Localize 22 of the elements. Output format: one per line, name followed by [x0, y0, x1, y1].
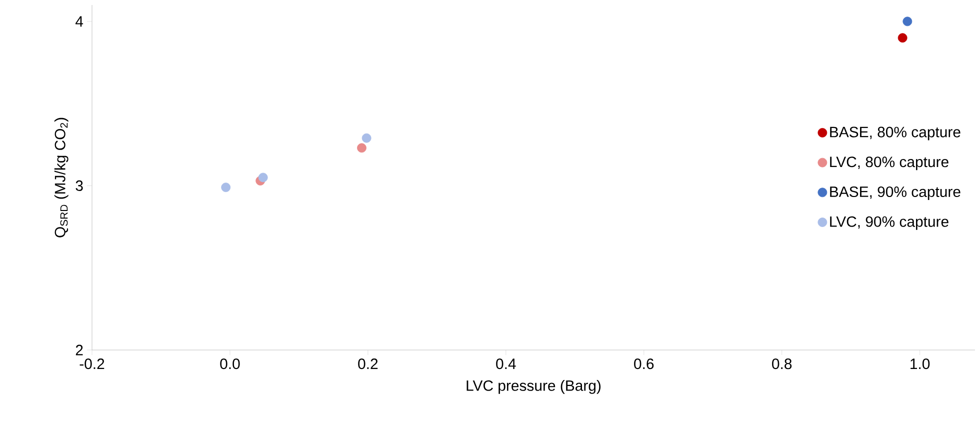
x-axis-title: LVC pressure (Barg)	[466, 380, 601, 394]
x-tick-label: 0.6	[634, 358, 654, 370]
legend-label: LVC, 80% capture	[830, 156, 948, 170]
point	[362, 133, 372, 143]
x-tick-label: 1.0	[910, 358, 930, 370]
x-tick-label: 0.4	[496, 358, 516, 370]
legend-label: LVC, 90% capture	[830, 216, 948, 230]
x-tick-label: 0.0	[220, 358, 240, 370]
point	[902, 16, 912, 26]
x-tick-label: -0.2	[80, 358, 104, 370]
y-axis-title: Q$_{SRD}$ (MJ/kg CO$_{2}$)	[54, 118, 68, 238]
x-tick-label: 0.8	[772, 358, 792, 370]
y-tick-label: 2	[76, 344, 83, 356]
legend-label: BASE, 80% capture	[830, 126, 960, 140]
y-tick-label: 3	[76, 180, 83, 191]
point	[357, 143, 366, 153]
point	[898, 33, 908, 43]
legend-label: BASE, 90% capture	[830, 186, 960, 200]
point	[258, 172, 268, 182]
y-tick-label: 4	[76, 16, 84, 27]
x-tick-label: 0.2	[358, 358, 378, 370]
point	[221, 182, 231, 192]
